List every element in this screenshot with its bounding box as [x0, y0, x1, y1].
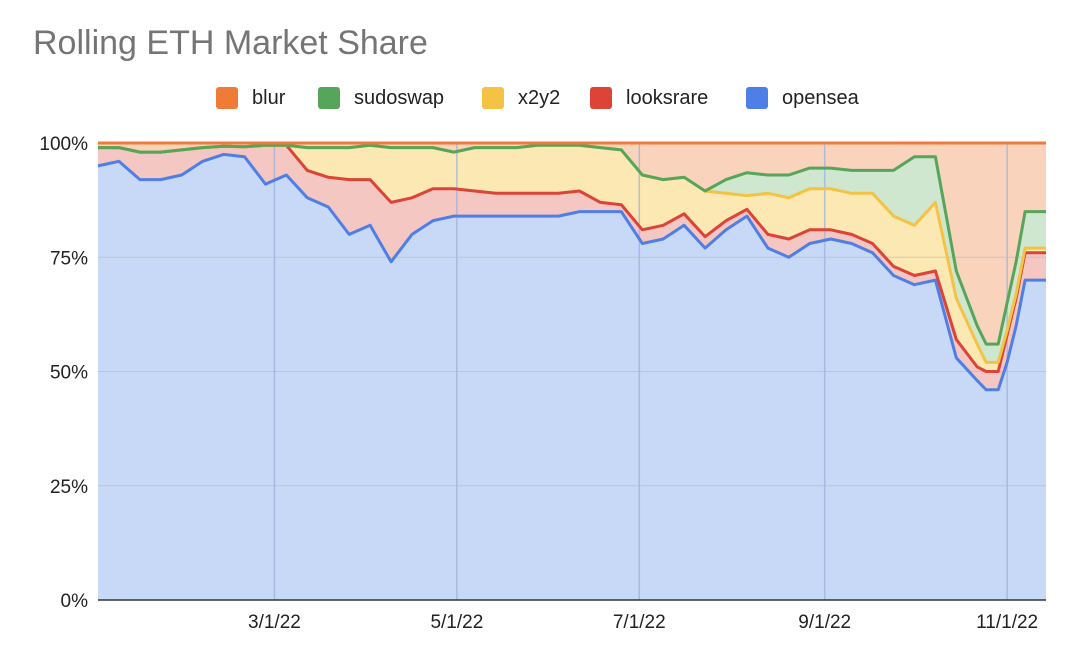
y-tick-label: 50%	[50, 363, 88, 384]
area-looksrare	[98, 145, 1046, 390]
legend-label-x2y2: x2y2	[518, 86, 561, 109]
legend-swatch-x2y2	[482, 87, 504, 109]
x-tick-label: 11/1/22	[976, 612, 1038, 633]
x-tick-label: 9/1/22	[798, 612, 851, 633]
axis-layer: 0% 25% 50% 75% 100% 3/1/22 5/1/22 7/1/22 9/1/22 1…	[39, 134, 1046, 633]
legend-swatch-blur	[216, 87, 238, 109]
area-blur	[98, 143, 1046, 345]
area-layer	[98, 143, 1046, 600]
chart-title: Rolling ETH Market Share	[33, 24, 428, 62]
legend-swatch-looksrare	[590, 87, 612, 109]
legend-item-looksrare[interactable]: looksrare	[590, 84, 708, 112]
y-tick-label: 100%	[39, 134, 88, 155]
legend-label-sudoswap: sudoswap	[354, 86, 445, 109]
legend-label-blur: blur	[252, 86, 286, 109]
line-layer	[97, 141, 1046, 392]
legend-swatch-opensea	[746, 87, 768, 109]
y-tick-label: 0%	[61, 591, 89, 612]
y-tick-label: 75%	[50, 248, 88, 269]
legend-item-x2y2[interactable]: x2y2	[482, 84, 560, 112]
area-opensea	[98, 154, 1046, 600]
x-tick-label: 5/1/22	[430, 612, 483, 633]
y-tick-label: 25%	[50, 477, 88, 498]
x-tick-label: 3/1/22	[248, 612, 301, 633]
legend-item-blur[interactable]: blur	[216, 84, 285, 112]
chart-legend: blur sudoswap x2y2 looksrare opensea	[0, 84, 1066, 112]
legend-label-looksrare: looksrare	[626, 86, 709, 109]
x-tick-label: 7/1/22	[613, 612, 666, 633]
legend-item-opensea[interactable]: opensea	[746, 84, 859, 112]
legend-label-opensea: opensea	[782, 86, 859, 109]
line-sudoswap	[98, 143, 1046, 346]
legend-item-sudoswap[interactable]: sudoswap	[318, 84, 444, 112]
line-opensea	[97, 152, 1046, 392]
legend-swatch-sudoswap	[318, 87, 340, 109]
area-x2y2	[98, 145, 1046, 372]
